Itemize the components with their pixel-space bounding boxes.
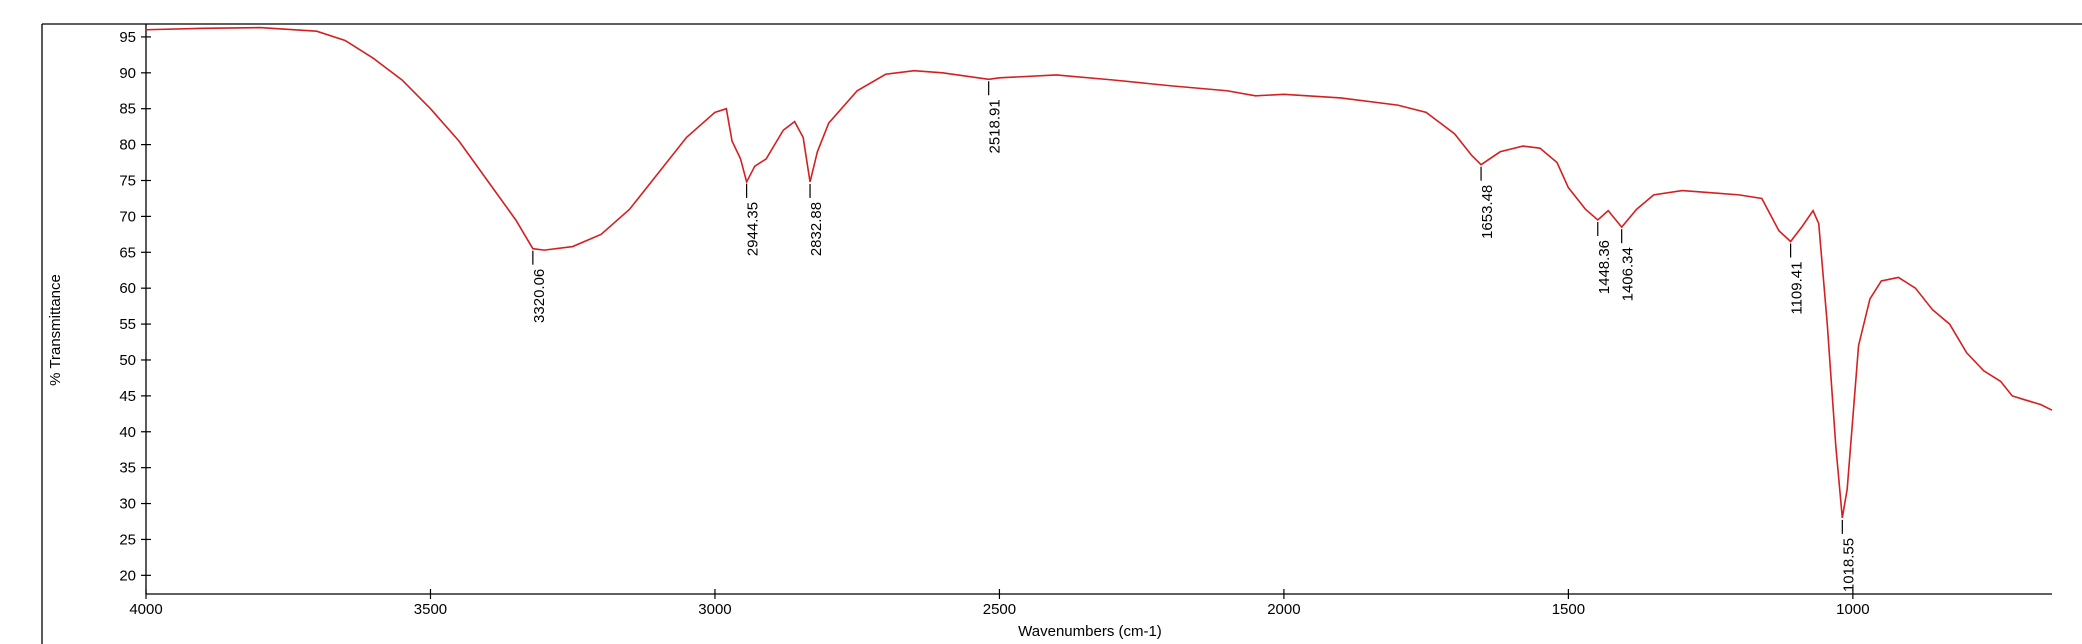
x-tick-label: 4000 — [129, 601, 162, 618]
peak-label: 2832.88 — [808, 202, 825, 256]
peak-label: 1406.34 — [1620, 247, 1637, 301]
y-tick-label: 60 — [119, 280, 136, 297]
y-tick-label: 45 — [119, 388, 136, 405]
y-tick-label: 95 — [119, 29, 136, 46]
x-tick-label: 3500 — [414, 601, 447, 618]
spectrum-line — [145, 26, 2053, 519]
peak-label: 2944.35 — [745, 202, 762, 256]
peak-label: 2518.91 — [987, 99, 1004, 153]
y-tick-label: 20 — [119, 567, 136, 584]
x-tick-label: 3000 — [698, 601, 731, 618]
y-axis-label: % Transmittance — [47, 274, 64, 386]
y-tick-label: 70 — [119, 208, 136, 225]
y-tick-label: 75 — [119, 172, 136, 189]
peak-label: 1018.55 — [1840, 538, 1857, 592]
peak-label: 1448.36 — [1596, 240, 1613, 294]
y-tick-label: 55 — [119, 316, 136, 333]
x-tick-label: 2500 — [983, 601, 1016, 618]
y-tick-label: 40 — [119, 424, 136, 441]
peak-label: 3320.06 — [531, 269, 548, 323]
x-axis-label: Wavenumbers (cm-1) — [1018, 623, 1162, 640]
y-tick-label: 90 — [119, 65, 136, 82]
x-tick-label: 2000 — [1267, 601, 1300, 618]
x-tick-label: 1000 — [1836, 601, 1869, 618]
y-tick-label: 25 — [119, 531, 136, 548]
y-tick-label: 35 — [119, 460, 136, 477]
y-tick-label: 80 — [119, 137, 136, 154]
x-tick-label: 1500 — [1552, 601, 1585, 618]
y-tick-label: 85 — [119, 101, 136, 118]
y-tick-label: 50 — [119, 352, 136, 369]
peak-label: 1109.41 — [1789, 262, 1806, 315]
y-tick-label: 65 — [119, 244, 136, 261]
y-tick-label: 30 — [119, 496, 136, 513]
peak-label: 1653.48 — [1479, 185, 1496, 239]
